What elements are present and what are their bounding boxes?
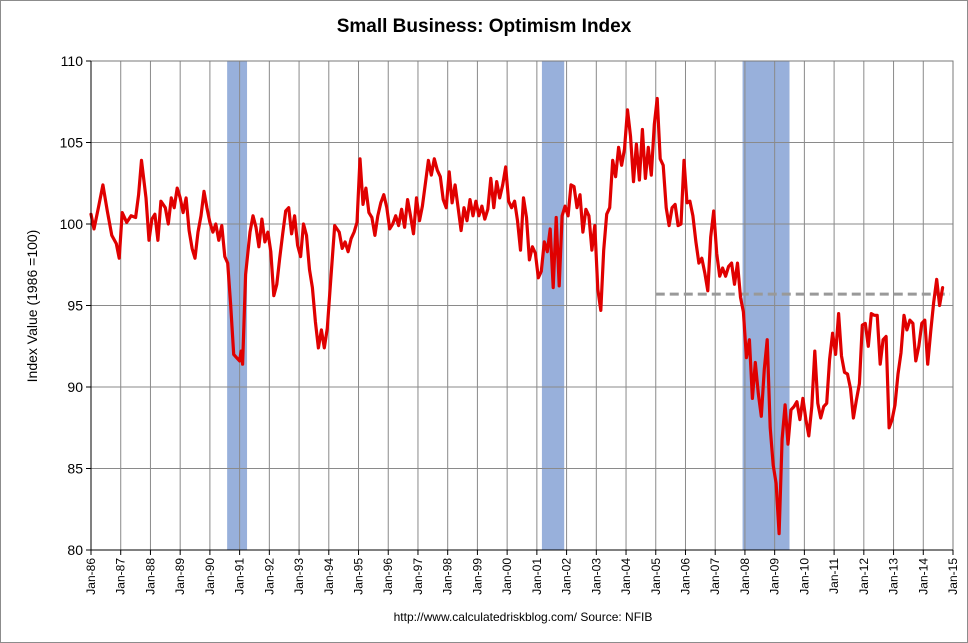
x-tick-label: Jan-06 xyxy=(679,558,693,595)
x-tick-label: Jan-95 xyxy=(352,558,366,595)
y-tick-label: 90 xyxy=(67,379,83,395)
x-tick-label: Jan-93 xyxy=(292,558,306,595)
x-tick-label: Jan-03 xyxy=(589,558,603,595)
x-tick-label: Jan-86 xyxy=(84,558,98,595)
x-tick-label: Jan-94 xyxy=(322,558,336,595)
y-tick-label: 95 xyxy=(67,298,83,314)
y-tick-label: 85 xyxy=(67,461,83,477)
x-tick-label: Jan-00 xyxy=(500,558,514,595)
x-tick-label: Jan-01 xyxy=(530,558,544,595)
series-line-optimism-index xyxy=(89,96,945,536)
chart-title: Small Business: Optimism Index xyxy=(337,16,632,37)
x-tick-label: Jan-92 xyxy=(262,558,276,595)
x-tick-label: Jan-14 xyxy=(916,558,930,595)
x-tick-label: Jan-99 xyxy=(470,558,484,595)
x-tick-label: Jan-87 xyxy=(114,558,128,595)
y-tick-label: 110 xyxy=(61,53,84,69)
x-tick-label: Jan-90 xyxy=(203,558,217,595)
x-tick-label: Jan-96 xyxy=(381,558,395,595)
x-tick-label: Jan-12 xyxy=(857,558,871,595)
y-axis-label: Index Value (1986 =100) xyxy=(24,230,40,383)
x-tick-label: Jan-07 xyxy=(708,558,722,595)
y-tick-label: 105 xyxy=(60,135,84,151)
x-tick-labels: Jan-86 Jan-87 Jan-88 Jan-89 Jan-90 Jan-91 Jan-… xyxy=(84,558,960,595)
x-tick-label: Jan-11 xyxy=(827,558,841,594)
x-tick-label: Jan-91 xyxy=(233,558,247,595)
x-tick-label: Jan-89 xyxy=(173,558,187,595)
x-tick-label: Jan-09 xyxy=(768,558,782,595)
x-tick-label: Jan-08 xyxy=(738,558,752,595)
axes xyxy=(86,60,954,555)
y-tick-label: 80 xyxy=(67,542,83,558)
series-layer xyxy=(89,96,945,536)
x-tick-label: Jan-88 xyxy=(143,558,157,595)
x-tick-label: Jan-02 xyxy=(560,558,574,595)
source-footer: http://www.calculatedriskblog.com/ Sourc… xyxy=(394,610,653,624)
y-tick-label: 100 xyxy=(60,216,84,232)
x-tick-label: Jan-13 xyxy=(887,558,901,595)
y-tick-labels: 80 85 90 95 100 105 110 xyxy=(60,53,84,558)
x-tick-label: Jan-10 xyxy=(797,558,811,595)
x-tick-label: Jan-04 xyxy=(619,558,633,595)
x-tick-label: Jan-97 xyxy=(411,558,425,595)
x-tick-label: Jan-98 xyxy=(441,558,455,595)
x-tick-label: Jan-15 xyxy=(946,558,960,595)
x-tick-label: Jan-05 xyxy=(649,558,663,595)
